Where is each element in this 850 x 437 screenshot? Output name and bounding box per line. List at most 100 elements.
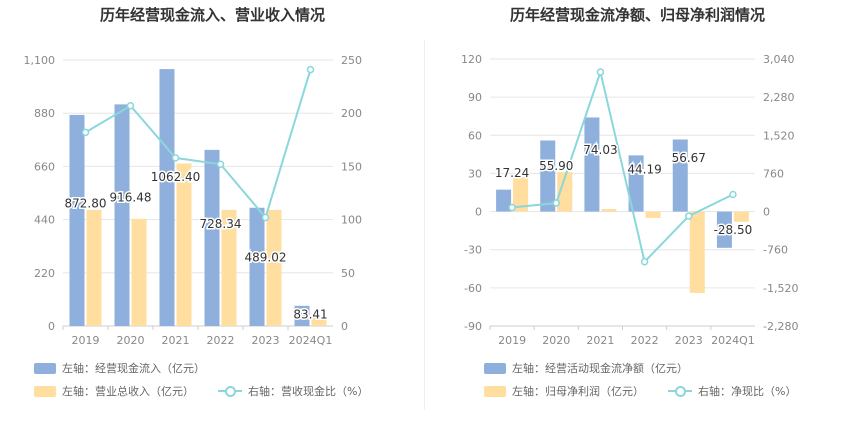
data-label: 489.02 <box>245 250 287 264</box>
right-axis-tick-label: 2,280 <box>763 91 795 104</box>
data-label: 55.90 <box>539 159 573 173</box>
x-axis-tick-label: 2020 <box>542 334 570 347</box>
left-axis-tick-label: 60 <box>468 129 482 142</box>
legend-label: 左轴：经营现金流入（亿元） <box>62 362 205 375</box>
right-axis-tick-label: 200 <box>341 107 362 120</box>
data-label: 44.19 <box>627 163 661 177</box>
bar-series2 <box>645 211 661 218</box>
left-axis-tick-label: 1,100 <box>24 54 56 67</box>
x-axis-tick-label: 2022 <box>207 334 235 347</box>
bar-series2 <box>601 209 617 212</box>
bar-series1 <box>716 211 732 248</box>
left-chart-panel: 历年经营现金流入、营业收入情况 0 220 440 660 880 1,100 0 50 100… <box>24 6 369 399</box>
x-axis-tick-label: 2024Q1 <box>711 334 755 347</box>
line-point <box>216 160 225 169</box>
left-axis-tick-label: 120 <box>461 53 482 66</box>
right-axis-tick-label: 3,040 <box>763 53 795 66</box>
panel-divider <box>424 40 425 410</box>
left-axis-tick-label: 220 <box>34 267 55 280</box>
bar-series2 <box>221 209 237 326</box>
x-axis-tick-label: 2021 <box>162 334 190 347</box>
right-axis-tick-label: -2,280 <box>763 320 798 333</box>
left-axis-tick-label: -90 <box>464 320 482 333</box>
bar-series2 <box>689 211 705 293</box>
legend-label: 左轴：经营活动现金流净额（亿元） <box>512 362 688 375</box>
legend-item-inflow[interactable]: 左轴：经营现金流入（亿元） <box>34 360 205 376</box>
legend-item-revenue[interactable]: 左轴：营业总收入（亿元） <box>34 383 194 399</box>
data-label: 56.67 <box>672 151 706 165</box>
chart-title: 历年经营现金流入、营业收入情况 <box>99 6 325 24</box>
right-axis-tick-label: 50 <box>341 267 355 280</box>
bar-series2 <box>266 209 282 326</box>
bar-series2 <box>311 317 327 326</box>
x-axis-tick-label: 2020 <box>117 334 145 347</box>
data-label: 872.80 <box>65 197 107 211</box>
right-axis-tick-label: 0 <box>341 320 348 333</box>
left-axis-tick-label: 880 <box>34 107 55 120</box>
chart-title: 历年经营现金流净额、归母净利润情况 <box>509 6 765 24</box>
right-axis-tick-label: 0 <box>763 206 770 219</box>
bar-series1 <box>204 149 220 326</box>
legend-swatch <box>484 385 506 397</box>
bar-series2 <box>513 177 529 212</box>
line-point <box>508 203 516 212</box>
legend-item-ratio[interactable]: 右轴：营收现金比（%） <box>218 383 368 399</box>
line-point <box>685 212 693 220</box>
left-axis-tick-label: 30 <box>468 167 482 180</box>
data-label: -28.50 <box>714 223 753 237</box>
left-axis-tick-label: 0 <box>475 206 482 219</box>
legend-line-marker-icon <box>668 385 692 397</box>
bar-series1 <box>159 69 175 327</box>
legend-label: 左轴：归母净利润（亿元） <box>512 385 644 398</box>
line-series <box>511 68 734 264</box>
right-axis-tick-label: 250 <box>341 54 362 67</box>
legend-swatch <box>34 362 56 374</box>
cash-inflow-revenue-chart: 0 220 440 660 880 1,100 0 50 100 150 200 250 2019 202… <box>24 54 363 347</box>
data-label: 83.41 <box>293 307 327 321</box>
bar-series1 <box>69 114 85 326</box>
legend-swatch <box>484 362 506 374</box>
line-point <box>306 65 315 74</box>
line-point <box>640 258 649 266</box>
x-axis-tick-label: 2019 <box>498 334 526 347</box>
bar-series1 <box>672 139 688 212</box>
net-cashflow-profit-chart: -90 -60 -30 0 30 60 90 120 -2,280 -1,520 -760 0 760 1… <box>461 53 798 347</box>
data-label: 74.03 <box>583 143 617 157</box>
bar-series2 <box>86 209 102 326</box>
bar-series1 <box>294 305 310 326</box>
right-chart-panel: 历年经营现金流净额、归母净利润情况 -90 -60 -30 0 30 60 90 120 -2,… <box>425 0 850 437</box>
left-axis-tick-label: 0 <box>48 320 55 333</box>
line-point <box>126 102 135 110</box>
legend-label: 右轴：营收现金比（%） <box>248 385 369 398</box>
line-point <box>729 190 737 199</box>
x-axis-tick-label: 2024Q1 <box>289 334 333 347</box>
right-axis-tick-label: 1,520 <box>763 129 795 142</box>
bar-series2 <box>733 211 749 222</box>
legend-item-net-cashflow[interactable]: 左轴：经营活动现金流净额（亿元） <box>484 360 688 376</box>
data-label: 728.34 <box>200 217 242 231</box>
legend-item-net-profit[interactable]: 左轴：归母净利润（亿元） <box>484 383 644 399</box>
bar-series1 <box>249 207 265 326</box>
bar-series2 <box>557 172 573 212</box>
right-axis-tick-label: -760 <box>763 244 788 257</box>
line-point <box>81 128 90 137</box>
right-axis-tick-label: 150 <box>341 160 362 173</box>
x-axis-tick-label: 2021 <box>586 334 614 347</box>
x-axis-tick-label: 2019 <box>72 334 100 347</box>
bar-series1 <box>540 140 556 212</box>
right-axis-tick-label: -1,520 <box>763 282 798 295</box>
bar-series2 <box>131 218 147 326</box>
bar-series1 <box>114 104 130 326</box>
legend-label: 右轴：净现比（%） <box>698 385 797 398</box>
bar-series1 <box>584 117 600 212</box>
bar-series1 <box>628 155 644 212</box>
line-point <box>552 199 560 207</box>
bar-series1 <box>496 189 512 212</box>
data-label: 17.24 <box>495 166 529 180</box>
bar-series2 <box>176 163 192 326</box>
left-axis-tick-label: 90 <box>468 91 482 104</box>
legend-item-cash-ratio[interactable]: 右轴：净现比（%） <box>668 383 796 399</box>
x-axis-tick-label: 2023 <box>252 334 280 347</box>
line-point <box>171 154 180 162</box>
right-axis-tick-label: 100 <box>341 214 362 227</box>
